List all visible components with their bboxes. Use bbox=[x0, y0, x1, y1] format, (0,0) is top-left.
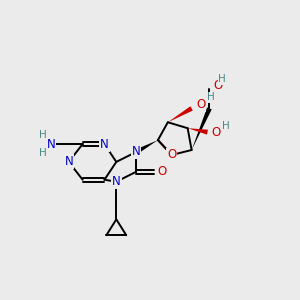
Text: H: H bbox=[218, 74, 226, 84]
Text: N: N bbox=[46, 138, 55, 151]
Text: N: N bbox=[132, 146, 140, 158]
Text: H: H bbox=[39, 148, 47, 158]
Text: N: N bbox=[112, 175, 121, 188]
Text: O: O bbox=[213, 79, 223, 92]
Text: N: N bbox=[64, 155, 73, 168]
Text: H: H bbox=[39, 130, 47, 140]
Text: H: H bbox=[207, 92, 214, 103]
Text: O: O bbox=[212, 126, 221, 139]
Polygon shape bbox=[135, 140, 158, 154]
Polygon shape bbox=[188, 128, 208, 135]
Text: O: O bbox=[167, 148, 176, 161]
Text: N: N bbox=[100, 138, 109, 151]
Text: H: H bbox=[222, 121, 230, 131]
Text: O: O bbox=[196, 98, 205, 111]
Text: O: O bbox=[157, 165, 167, 178]
Polygon shape bbox=[168, 106, 193, 122]
Polygon shape bbox=[192, 107, 212, 150]
